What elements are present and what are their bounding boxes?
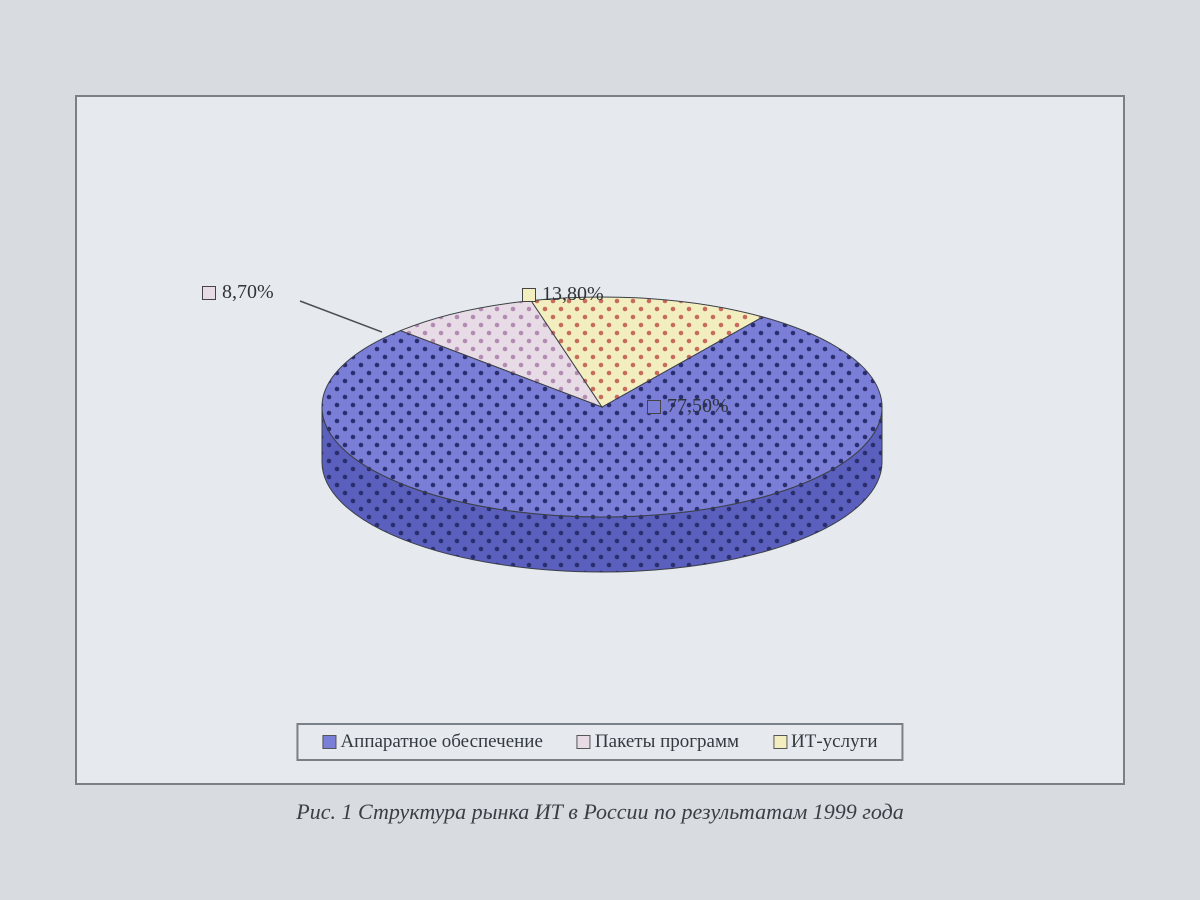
chart-legend: Аппаратное обеспечение Пакеты программ И… — [296, 723, 903, 761]
slice-value-services: 13,80% — [542, 283, 604, 306]
slice-label-services: 13,80% — [522, 283, 604, 306]
legend-swatch-icon — [577, 735, 591, 749]
legend-item-services: ИТ-услуги — [773, 731, 878, 753]
figure-caption: Рис. 1 Структура рынка ИТ в России по ре… — [75, 799, 1125, 825]
legend-item-packages: Пакеты программ — [577, 731, 739, 753]
legend-swatch-icon — [773, 735, 787, 749]
marker-box-icon — [522, 288, 536, 302]
legend-item-hardware: Аппаратное обеспечение — [322, 731, 542, 753]
slice-label-hardware: 77,50% — [647, 395, 729, 418]
slice-label-packages: 8,70% — [202, 281, 274, 304]
legend-swatch-icon — [322, 735, 336, 749]
legend-label-packages: Пакеты программ — [595, 731, 739, 753]
slice-value-hardware: 77,50% — [667, 395, 729, 418]
legend-label-hardware: Аппаратное обеспечение — [340, 731, 542, 753]
legend-label-services: ИТ-услуги — [791, 731, 878, 753]
pie-svg — [77, 97, 1123, 697]
marker-box-icon — [647, 400, 661, 414]
pie-chart: 77,50% 8,70% 13,80% Аппаратное обеспечен… — [75, 95, 1125, 785]
slice-value-packages: 8,70% — [222, 281, 274, 304]
page: 77,50% 8,70% 13,80% Аппаратное обеспечен… — [0, 0, 1200, 900]
marker-box-icon — [202, 286, 216, 300]
